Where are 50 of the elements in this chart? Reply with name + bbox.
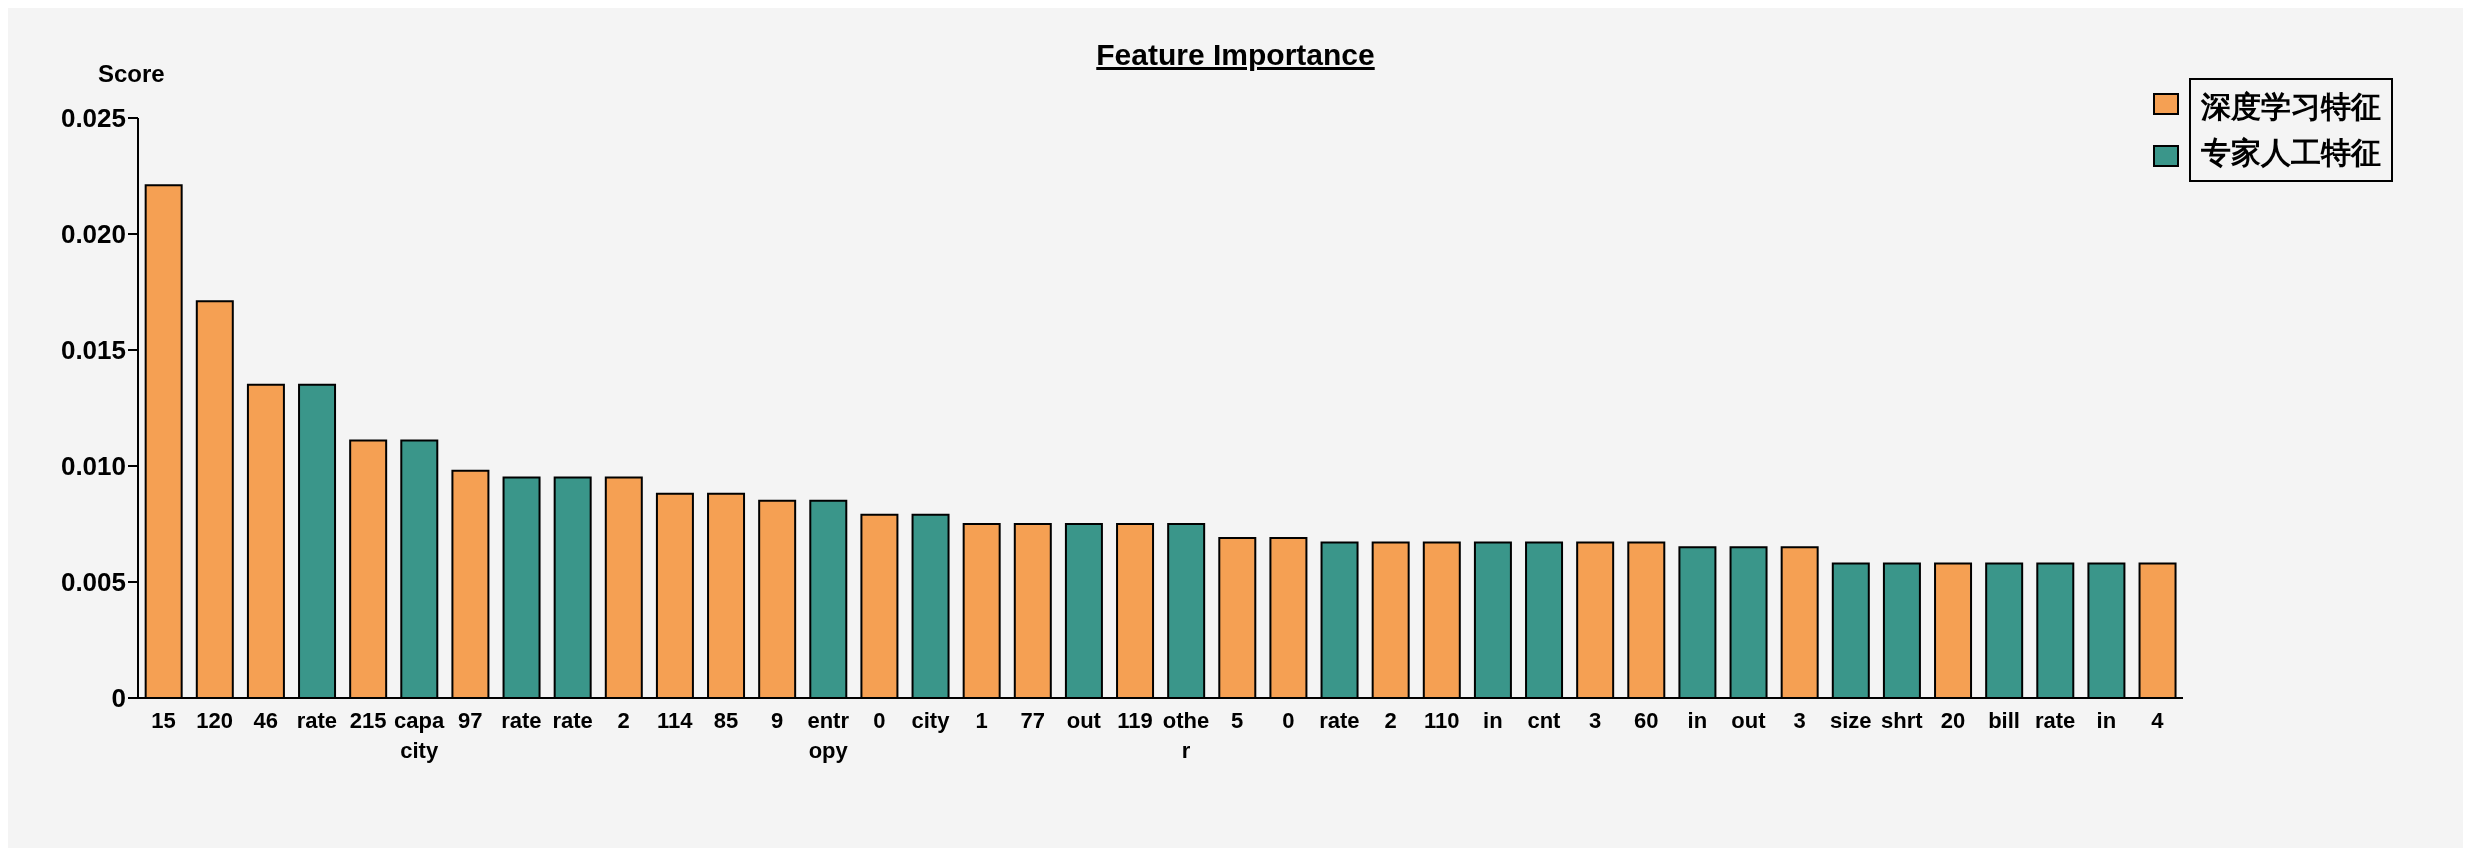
legend-label: 深度学习特征 — [2201, 89, 2381, 125]
x-tick-label: 85 — [713, 708, 739, 733]
x-tick-label: 2 — [617, 708, 630, 733]
y-tick-label: 0.005 — [60, 567, 126, 598]
x-tick-label: in — [1687, 708, 1708, 733]
x-tick-label: 5 — [1231, 708, 1244, 733]
x-tick-label: size — [1829, 708, 1872, 733]
x-tick-label: out — [1731, 708, 1767, 733]
x-tick-label: other — [1162, 708, 1210, 763]
x-tick-label: rate — [2035, 708, 2076, 733]
chart-title: Feature Importance — [1096, 38, 1375, 71]
x-tick-label: 77 — [1020, 708, 1045, 733]
x-tick-label: 9 — [770, 708, 784, 733]
x-tick-label: 119 — [1117, 708, 1153, 733]
x-tick-label: rate — [501, 708, 542, 733]
x-tick-label: 120 — [196, 708, 234, 733]
x-tick-label: capacity — [394, 708, 446, 763]
x-tick-label: 0 — [873, 708, 886, 733]
x-tick-label: rate — [1319, 708, 1360, 733]
y-tick-label: 0 — [111, 683, 126, 714]
x-tick-label: 114 — [657, 708, 694, 733]
y-tick-label: 0.020 — [60, 219, 126, 250]
x-tick-label: 3 — [1793, 708, 1806, 733]
x-tick-label: out — [1066, 708, 1102, 733]
x-tick-label: shrt — [1881, 708, 1924, 733]
x-tick-label: 1 — [975, 708, 988, 733]
x-tick-label: bill — [1988, 708, 2020, 733]
x-tick-label: rate — [296, 708, 338, 733]
x-tick-label: city — [911, 708, 951, 733]
x-tick-label: 0 — [1282, 708, 1295, 733]
x-tick-label: 4 — [2151, 708, 2165, 733]
legend-label: 专家人工特征 — [2201, 135, 2381, 171]
x-tick-label: 110 — [1423, 708, 1460, 733]
x-tick-label: cnt — [1527, 708, 1562, 733]
y-axis-title: Score — [98, 60, 165, 88]
x-tick-label: 60 — [1633, 708, 1659, 733]
y-tick-label: 0.010 — [60, 451, 126, 482]
x-tick-label: 97 — [458, 708, 483, 733]
y-tick-label: 0.015 — [60, 335, 126, 366]
x-tick-label: 46 — [253, 708, 279, 733]
x-tick-label: in — [2096, 708, 2117, 733]
x-tick-label: in — [1483, 708, 1503, 733]
x-tick-label: 20 — [1940, 708, 1966, 733]
x-tick-label: 2 — [1384, 708, 1397, 733]
x-tick-label: 215 — [349, 708, 387, 733]
x-tick-label: rate — [552, 708, 593, 733]
y-tick-label: 0.025 — [60, 103, 126, 134]
x-tick-label: 15 — [151, 708, 176, 733]
x-tick-label: entropy — [807, 708, 850, 763]
x-tick-label: 3 — [1588, 708, 1602, 733]
